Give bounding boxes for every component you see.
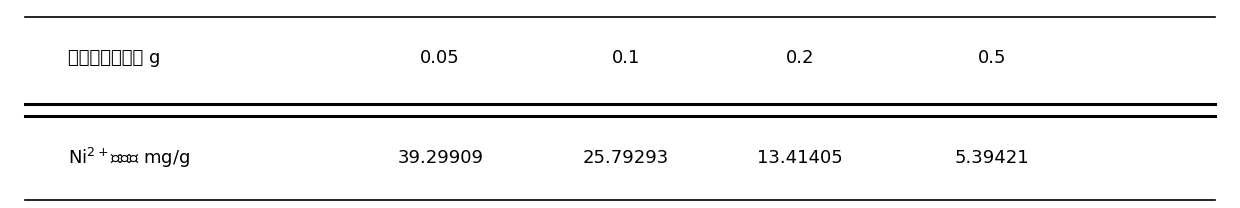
Text: 0.2: 0.2 xyxy=(786,49,813,67)
Text: 0.1: 0.1 xyxy=(613,49,640,67)
Text: 39.29909: 39.29909 xyxy=(397,149,484,167)
Text: 0.5: 0.5 xyxy=(978,49,1006,67)
Text: 0.05: 0.05 xyxy=(420,49,460,67)
Text: 13.41405: 13.41405 xyxy=(756,149,843,167)
Text: 25.79293: 25.79293 xyxy=(583,149,670,167)
Text: Ni$^{2+}$吸附量 mg/g: Ni$^{2+}$吸附量 mg/g xyxy=(68,146,190,170)
Text: 蔗渣规定称取量 g: 蔗渣规定称取量 g xyxy=(68,49,160,67)
Text: 5.39421: 5.39421 xyxy=(955,149,1029,167)
